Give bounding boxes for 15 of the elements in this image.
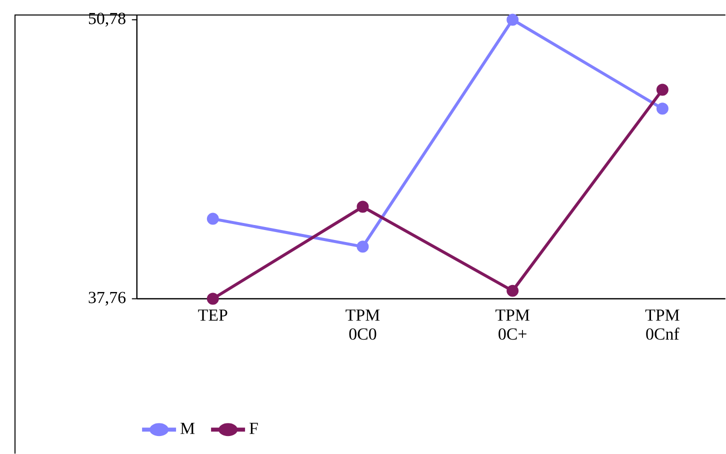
point: [356, 240, 369, 253]
x-tick-label: TPM 0Cnf: [645, 310, 680, 340]
point: [356, 200, 369, 213]
point: [506, 14, 519, 26]
y-tick-label: 37,76: [88, 292, 126, 306]
point: [506, 284, 519, 297]
point: [206, 292, 219, 305]
x-tick-label: TPM 0C0: [346, 310, 380, 340]
legend-label: F: [250, 422, 258, 434]
point: [656, 84, 668, 96]
point: [656, 102, 668, 115]
legend-label: M: [180, 422, 195, 434]
x-tick-label: TPM 0C+: [496, 310, 530, 340]
point: [206, 212, 219, 225]
x-tick-label: TEP: [198, 310, 228, 321]
